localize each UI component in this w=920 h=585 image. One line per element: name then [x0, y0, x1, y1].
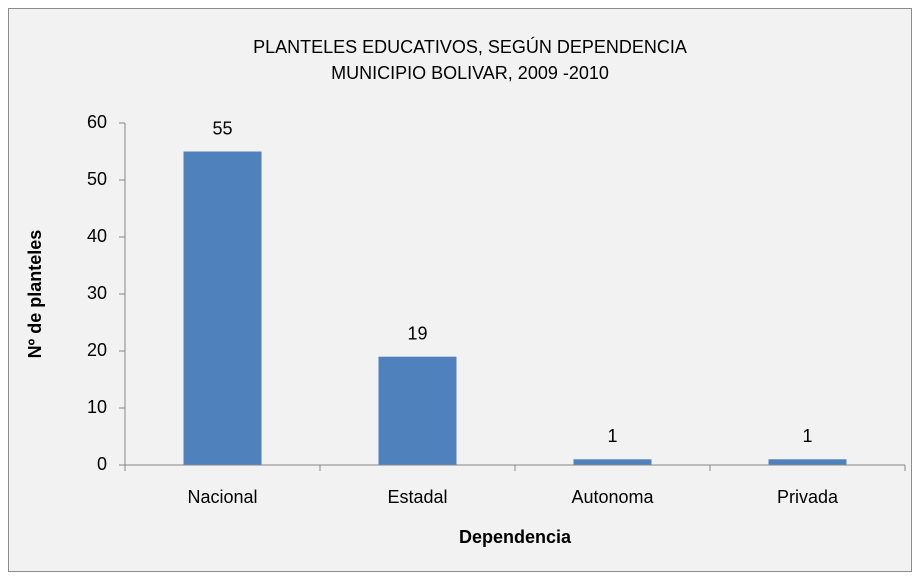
bar — [378, 356, 457, 465]
y-axis-label: Nº de planteles — [25, 230, 45, 359]
y-tick-label: 0 — [97, 454, 107, 474]
y-tick-label: 20 — [87, 340, 107, 360]
x-tick-label: Estadal — [387, 487, 447, 507]
value-label: 55 — [212, 118, 232, 138]
chart-frame — [8, 8, 912, 572]
x-axis-label: Dependencia — [459, 527, 572, 547]
bar — [573, 459, 652, 465]
value-label: 19 — [407, 323, 427, 343]
y-tick-label: 10 — [87, 397, 107, 417]
value-label: 1 — [802, 426, 812, 446]
x-tick-label: Nacional — [187, 487, 257, 507]
chart-title: PLANTELES EDUCATIVOS, SEGÚN DEPENDENCIA — [253, 36, 687, 57]
bar — [183, 151, 262, 465]
bar — [768, 459, 847, 465]
y-tick-label: 30 — [87, 283, 107, 303]
x-tick-label: Privada — [777, 487, 839, 507]
x-tick-label: Autonoma — [571, 487, 654, 507]
y-tick-label: 50 — [87, 169, 107, 189]
y-tick-label: 40 — [87, 226, 107, 246]
chart-subtitle: MUNICIPIO BOLIVAR, 2009 -2010 — [331, 63, 609, 83]
y-tick-label: 60 — [87, 112, 107, 132]
value-label: 1 — [607, 426, 617, 446]
